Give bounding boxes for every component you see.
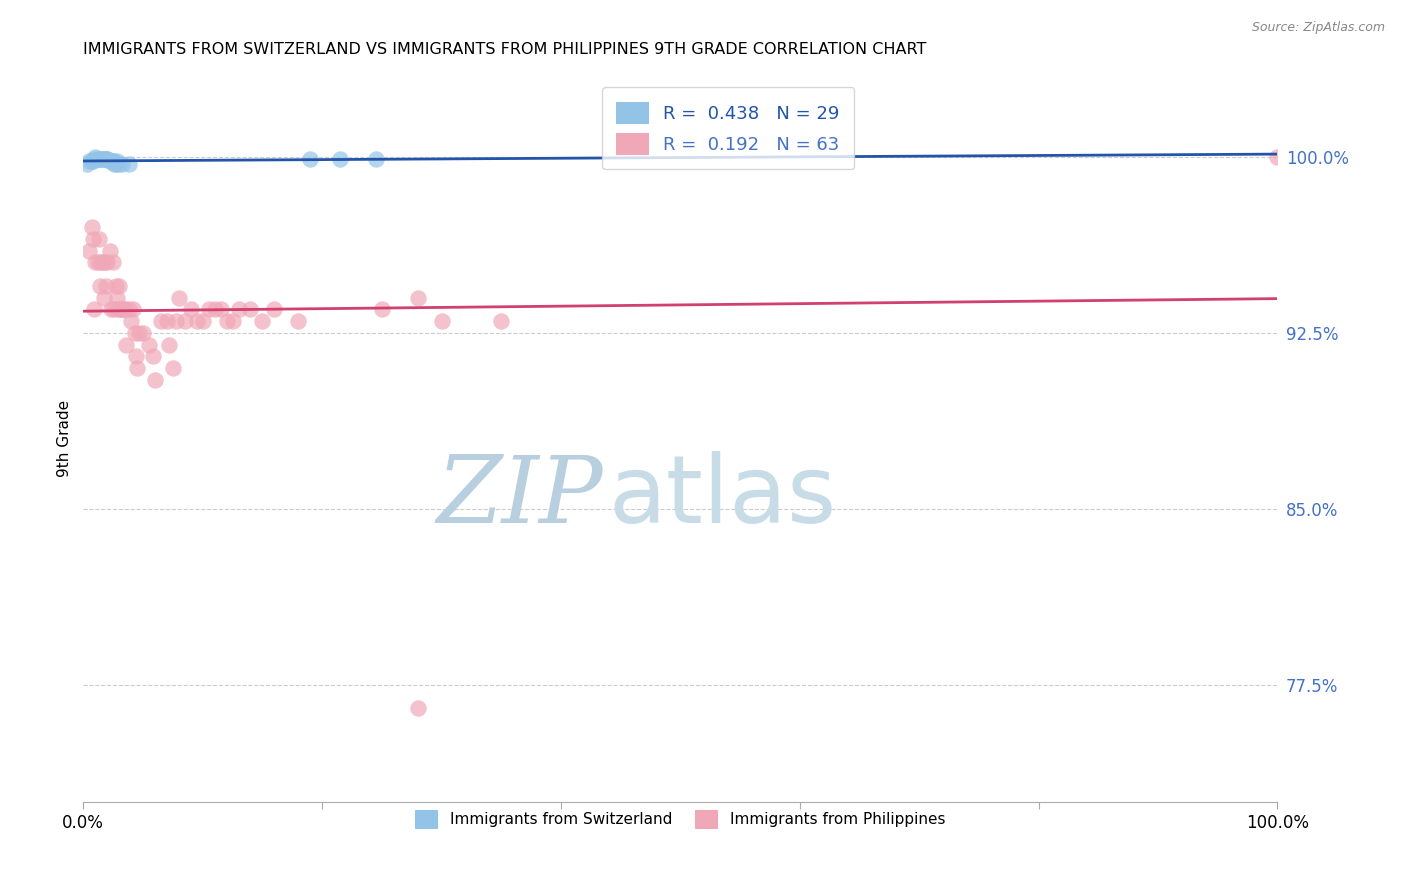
Point: [491, 314, 513, 328]
Text: Source: ZipAtlas.com: Source: ZipAtlas.com: [1251, 21, 1385, 35]
Point: [122, 302, 145, 317]
Point: [239, 302, 262, 317]
Point: [94, 152, 117, 166]
Point: [204, 302, 226, 317]
Point: [84, 150, 107, 164]
Point: [430, 314, 453, 328]
Point: [83, 302, 105, 317]
Point: [221, 314, 243, 328]
Text: IMMIGRANTS FROM SWITZERLAND VS IMMIGRANTS FROM PHILIPPINES 9TH GRADE CORRELATION: IMMIGRANTS FROM SWITZERLAND VS IMMIGRANT…: [83, 42, 927, 57]
Point: [228, 302, 250, 317]
Point: [149, 314, 172, 328]
Point: [191, 314, 214, 328]
Point: [186, 314, 208, 328]
Point: [91, 255, 114, 269]
Text: atlas: atlas: [609, 450, 837, 542]
Point: [132, 326, 155, 340]
Point: [364, 152, 387, 166]
Point: [110, 302, 132, 317]
Point: [112, 302, 135, 317]
Point: [80, 154, 103, 169]
Point: [86, 152, 108, 166]
Point: [252, 314, 274, 328]
Point: [90, 152, 112, 166]
Point: [209, 302, 232, 317]
Point: [86, 255, 108, 269]
Point: [82, 154, 104, 169]
Point: [98, 154, 121, 169]
Point: [107, 302, 129, 317]
Point: [173, 314, 195, 328]
Point: [114, 302, 136, 317]
Point: [124, 326, 146, 340]
Point: [103, 302, 125, 317]
Point: [100, 302, 122, 317]
Text: ZIP: ZIP: [436, 451, 603, 541]
Point: [142, 349, 165, 363]
Point: [180, 302, 202, 317]
Point: [138, 337, 160, 351]
Point: [84, 255, 107, 269]
Point: [76, 157, 98, 171]
Point: [103, 157, 125, 171]
Point: [80, 220, 103, 235]
Point: [125, 361, 148, 376]
Point: [93, 291, 115, 305]
Point: [162, 361, 184, 376]
Point: [82, 232, 104, 246]
Point: [94, 278, 117, 293]
Point: [77, 244, 100, 258]
Point: [87, 232, 110, 246]
Point: [406, 701, 429, 715]
Point: [96, 255, 118, 269]
Point: [104, 157, 127, 171]
Point: [108, 157, 131, 171]
Point: [105, 291, 128, 305]
Point: [215, 314, 238, 328]
Point: [105, 154, 128, 169]
Point: [90, 255, 112, 269]
Legend: Immigrants from Switzerland, Immigrants from Philippines: Immigrants from Switzerland, Immigrants …: [409, 804, 952, 835]
Point: [115, 337, 138, 351]
Point: [96, 152, 118, 166]
Point: [128, 326, 150, 340]
Point: [118, 157, 141, 171]
Point: [83, 152, 105, 166]
Point: [143, 373, 166, 387]
Point: [165, 314, 187, 328]
Point: [371, 302, 394, 317]
Point: [329, 152, 352, 166]
Point: [287, 314, 309, 328]
Point: [110, 302, 132, 317]
Point: [100, 154, 122, 169]
Point: [98, 244, 121, 258]
Point: [101, 255, 124, 269]
Point: [125, 349, 148, 363]
Point: [108, 278, 131, 293]
Point: [87, 152, 110, 166]
Point: [94, 255, 117, 269]
Point: [263, 302, 285, 317]
Point: [101, 154, 124, 169]
Point: [118, 302, 141, 317]
Point: [406, 291, 429, 305]
Point: [91, 152, 114, 166]
Point: [299, 152, 322, 166]
Point: [77, 154, 100, 169]
Point: [120, 314, 142, 328]
Point: [110, 157, 132, 171]
Point: [167, 291, 190, 305]
Point: [156, 314, 179, 328]
Point: [1267, 150, 1289, 164]
Point: [101, 154, 124, 169]
Point: [96, 152, 118, 166]
Point: [101, 154, 124, 169]
Point: [197, 302, 219, 317]
Point: [89, 278, 111, 293]
Point: [94, 152, 117, 166]
Point: [104, 278, 127, 293]
Y-axis label: 9th Grade: 9th Grade: [58, 400, 72, 477]
Point: [157, 337, 180, 351]
Point: [93, 152, 115, 166]
